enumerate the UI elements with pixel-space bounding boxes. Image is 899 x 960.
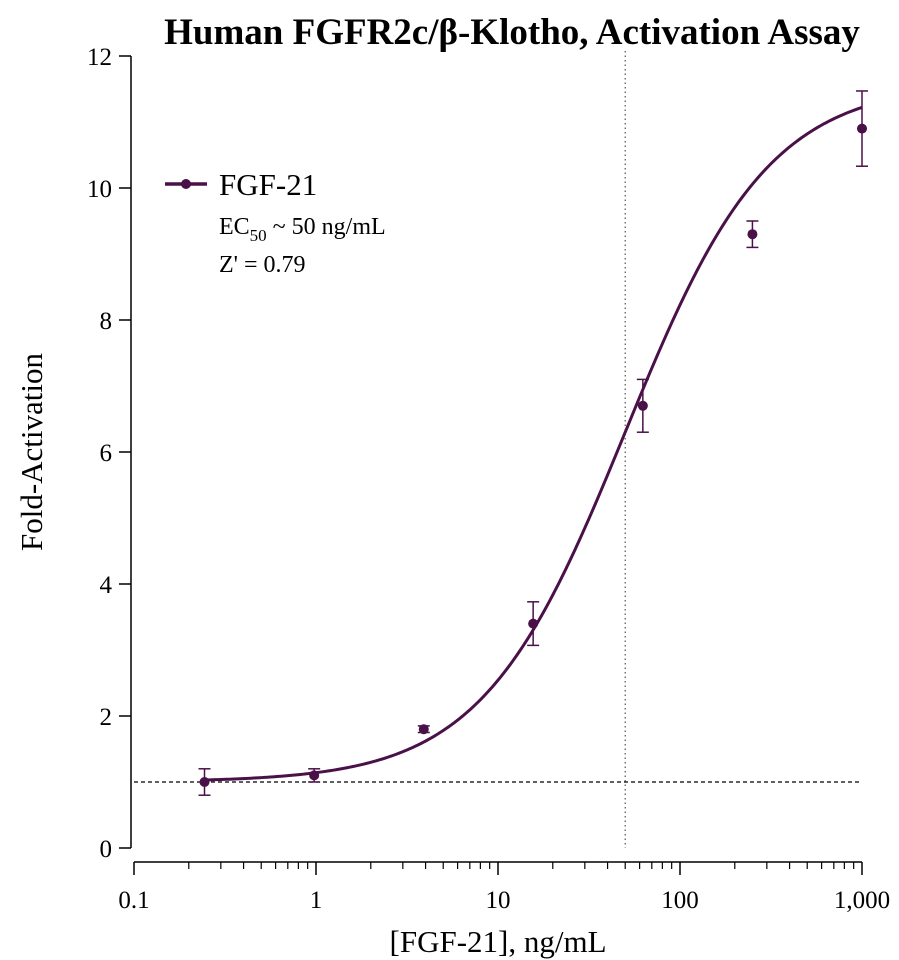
data-point — [308, 768, 321, 783]
y-tick-label: 10 — [87, 176, 112, 203]
y-tick-label: 4 — [100, 572, 113, 599]
data-point — [636, 378, 649, 433]
x-tick-label: 1 — [310, 887, 323, 914]
data-point-marker — [199, 777, 210, 787]
ec50-prefix: EC — [219, 214, 250, 240]
y-axis-label: Fold-Activation — [14, 352, 49, 551]
legend: FGF-21 — [165, 167, 317, 202]
x-tick-label: 0.1 — [118, 887, 149, 914]
legend-label-fgf21: FGF-21 — [219, 167, 317, 202]
ec50-subscript: 50 — [250, 226, 267, 245]
data-point-marker — [747, 229, 758, 240]
data-point — [527, 601, 540, 647]
data-points — [198, 90, 868, 796]
data-point-marker — [309, 770, 320, 781]
data-point-marker — [637, 400, 648, 411]
data-point — [856, 90, 868, 167]
y-tick-label: 6 — [100, 440, 113, 467]
x-tick-label: 10 — [486, 887, 511, 914]
x-axis: 0.1 1 10 100 1,000 — [118, 861, 890, 914]
fit-curve — [204, 105, 863, 782]
data-point — [198, 768, 211, 796]
data-point — [746, 220, 759, 249]
y-tick-label: 2 — [100, 704, 113, 731]
x-axis-label: [FGF-21], ng/mL — [390, 924, 607, 959]
chart-title: Human FGFR2c/β-Klotho, Activation Assay — [164, 12, 860, 53]
x-tick-label: 100 — [661, 887, 699, 914]
x-tick-label: 1,000 — [834, 887, 890, 914]
data-point-marker — [528, 618, 539, 629]
y-axis: 0 2 4 6 8 10 12 — [87, 44, 132, 863]
data-point-marker — [418, 724, 429, 735]
data-point — [417, 724, 430, 735]
y-tick-label: 8 — [100, 308, 113, 335]
ec50-suffix: ~ 50 ng/mL — [267, 214, 386, 240]
legend-marker-icon — [181, 179, 191, 189]
data-point-marker — [857, 123, 867, 134]
y-tick-label: 12 — [87, 44, 112, 71]
ec50-annotation: EC50 ~ 50 ng/mL — [219, 214, 386, 245]
reference-lines — [134, 51, 862, 848]
y-tick-label: 0 — [100, 836, 113, 863]
z-prime-annotation: Z' = 0.79 — [219, 252, 306, 278]
